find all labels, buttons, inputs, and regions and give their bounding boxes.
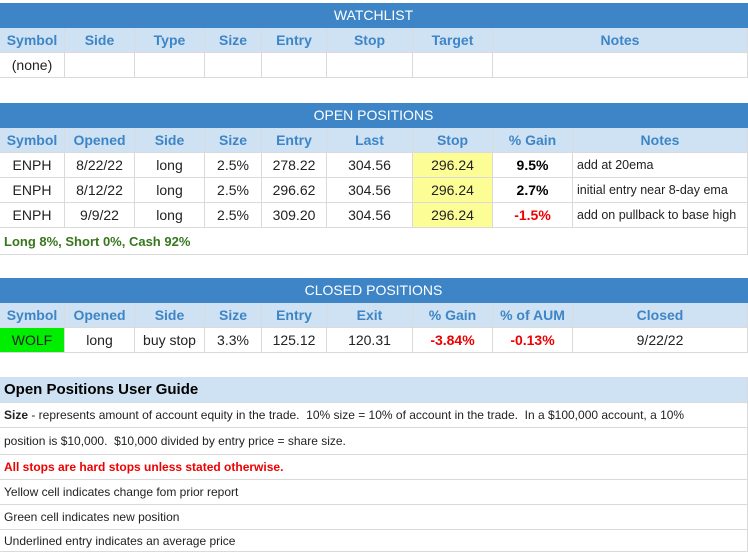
guide-text: position is $10,000. $10,000 divided by … bbox=[4, 434, 346, 448]
empty-cell bbox=[327, 53, 413, 78]
empty-cell bbox=[65, 53, 135, 78]
column-header: Notes bbox=[573, 128, 748, 153]
column-header: Stop bbox=[327, 28, 413, 53]
table-cell: 9.5% bbox=[493, 153, 573, 178]
table-cell: long bbox=[135, 203, 205, 228]
column-header: Symbol bbox=[0, 303, 65, 328]
table-cell: 3.3% bbox=[205, 328, 262, 353]
column-header: Opened bbox=[65, 303, 135, 328]
guide-line: Underlined entry indicates an average pr… bbox=[0, 530, 748, 552]
column-header: Size bbox=[205, 303, 262, 328]
table-cell: 2.7% bbox=[493, 178, 573, 203]
table-cell: WOLF bbox=[0, 328, 65, 353]
table-cell: 2.5% bbox=[205, 178, 262, 203]
table-cell: add at 20ema bbox=[573, 153, 748, 178]
column-header: Closed bbox=[573, 303, 748, 328]
column-header: Side bbox=[135, 128, 205, 153]
table-cell: ENPH bbox=[0, 178, 65, 203]
column-header: % of AUM bbox=[493, 303, 573, 328]
table-cell: buy stop bbox=[135, 328, 205, 353]
table-cell: 304.56 bbox=[327, 203, 413, 228]
column-header: Entry bbox=[262, 28, 327, 53]
guide-text: Green cell indicates new position bbox=[4, 510, 180, 524]
column-header: Type bbox=[135, 28, 205, 53]
table-cell: long bbox=[135, 153, 205, 178]
table-cell: 309.20 bbox=[262, 203, 327, 228]
guide-term: Size bbox=[4, 408, 29, 422]
table-cell: 9/22/22 bbox=[573, 328, 748, 353]
column-header: Side bbox=[65, 28, 135, 53]
table-cell: 296.24 bbox=[413, 178, 493, 203]
guide-title: Open Positions User Guide bbox=[0, 377, 748, 403]
column-header: Side bbox=[135, 303, 205, 328]
table-cell: 2.5% bbox=[205, 153, 262, 178]
column-header: Exit bbox=[327, 303, 413, 328]
empty-cell bbox=[262, 53, 327, 78]
table-cell: 2.5% bbox=[205, 203, 262, 228]
column-header: Opened bbox=[65, 128, 135, 153]
column-header: Symbol bbox=[0, 128, 65, 153]
guide-line: Yellow cell indicates change fom prior r… bbox=[0, 480, 748, 505]
table-cell: 125.12 bbox=[262, 328, 327, 353]
table-cell: long bbox=[135, 178, 205, 203]
table-cell: 120.31 bbox=[327, 328, 413, 353]
column-header: % Gain bbox=[493, 128, 573, 153]
guide-text: All stops are hard stops unless stated o… bbox=[4, 460, 284, 474]
section-title: CLOSED POSITIONS bbox=[0, 278, 748, 303]
column-header: Entry bbox=[262, 128, 327, 153]
column-header: Notes bbox=[493, 28, 748, 53]
table-cell: 8/22/22 bbox=[65, 153, 135, 178]
empty-cell bbox=[135, 53, 205, 78]
table-cell: 9/9/22 bbox=[65, 203, 135, 228]
table-cell: add on pullback to base high bbox=[573, 203, 748, 228]
table-cell: 304.56 bbox=[327, 178, 413, 203]
guide-line: All stops are hard stops unless stated o… bbox=[0, 455, 748, 480]
guide-text: Yellow cell indicates change fom prior r… bbox=[4, 485, 239, 499]
guide-line: Green cell indicates new position bbox=[0, 505, 748, 530]
column-header: Size bbox=[205, 128, 262, 153]
column-header: Size bbox=[205, 28, 262, 53]
table-cell: 278.22 bbox=[262, 153, 327, 178]
column-header: % Gain bbox=[413, 303, 493, 328]
column-header: Last bbox=[327, 128, 413, 153]
table-cell: long bbox=[65, 328, 135, 353]
guide-text: - represents amount of account equity in… bbox=[28, 408, 685, 422]
column-header: Symbol bbox=[0, 28, 65, 53]
column-header: Target bbox=[413, 28, 493, 53]
table-cell: -1.5% bbox=[493, 203, 573, 228]
empty-cell bbox=[205, 53, 262, 78]
positions-summary: Long 8%, Short 0%, Cash 92% bbox=[0, 228, 748, 255]
guide-text: Underlined entry indicates an average pr… bbox=[4, 533, 236, 548]
empty-cell bbox=[493, 53, 748, 78]
table-cell: ENPH bbox=[0, 153, 65, 178]
table-cell: 304.56 bbox=[327, 153, 413, 178]
table-cell: 296.62 bbox=[262, 178, 327, 203]
guide-line: position is $10,000. $10,000 divided by … bbox=[0, 428, 748, 455]
section-title: WATCHLIST bbox=[0, 3, 748, 28]
table-cell: (none) bbox=[0, 53, 65, 78]
table-cell: -3.84% bbox=[413, 328, 493, 353]
section-title: OPEN POSITIONS bbox=[0, 103, 748, 128]
empty-cell bbox=[413, 53, 493, 78]
table-cell: 8/12/22 bbox=[65, 178, 135, 203]
column-header: Entry bbox=[262, 303, 327, 328]
table-cell: ENPH bbox=[0, 203, 65, 228]
guide-line: Size - represents amount of account equi… bbox=[0, 403, 748, 428]
table-cell: -0.13% bbox=[493, 328, 573, 353]
table-cell: 296.24 bbox=[413, 203, 493, 228]
table-cell: initial entry near 8-day ema bbox=[573, 178, 748, 203]
column-header: Stop bbox=[413, 128, 493, 153]
table-cell: 296.24 bbox=[413, 153, 493, 178]
